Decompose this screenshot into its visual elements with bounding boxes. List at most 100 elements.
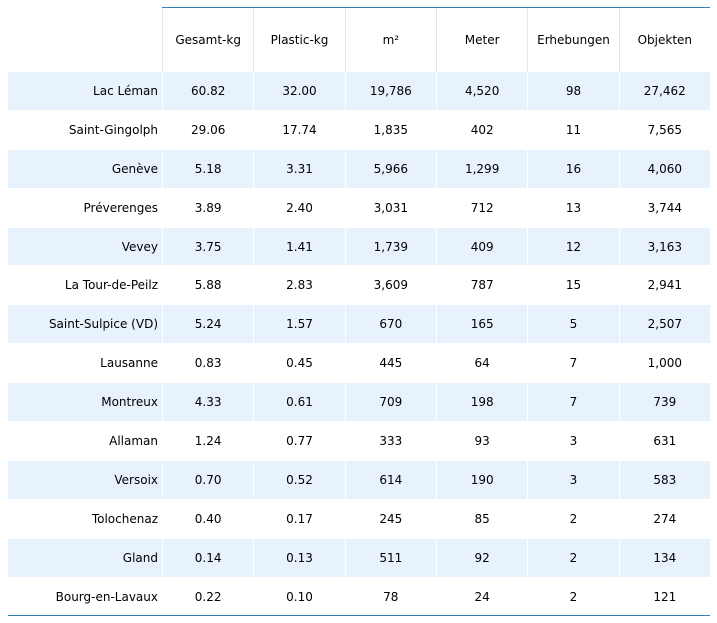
cell-meter: 198	[435, 383, 528, 423]
cell-area: 445	[344, 344, 436, 384]
cell-area: 614	[344, 460, 436, 500]
cell-erhebungen: 3	[527, 422, 619, 461]
cell-plastic-kg: 2.40	[253, 188, 345, 228]
cell-area: 511	[344, 538, 436, 578]
table-row: Gland 0.14 0.13 511 92 2 134	[8, 538, 710, 578]
table-row: Saint-Sulpice (VD) 5.24 1.57 670 165 5 2,507	[8, 305, 710, 345]
cell-plastic-kg: 17.74	[253, 110, 345, 150]
row-label: Genève	[8, 149, 162, 189]
row-label: Versoix	[8, 460, 162, 500]
table-bottom-rule	[8, 615, 710, 616]
cell-objekten: 2,941	[618, 266, 710, 306]
table-row: La Tour-de-Peilz 5.88 2.83 3,609 787 15 2,941	[8, 266, 710, 306]
cell-objekten: 134	[618, 538, 710, 578]
cell-erhebungen: 3	[527, 460, 619, 500]
cell-area: 1,835	[344, 110, 436, 150]
table-row: Tolochenaz 0.40 0.17 245 85 2 274	[8, 499, 710, 539]
header-objekten: Objekten	[618, 8, 710, 72]
row-label: Saint-Gingolph	[8, 110, 162, 150]
cell-gesamt-kg: 0.83	[162, 344, 254, 384]
cell-gesamt-kg: 5.18	[162, 149, 254, 189]
cell-meter: 4,520	[435, 72, 528, 111]
row-label: La Tour-de-Peilz	[8, 266, 162, 306]
row-label: Lausanne	[8, 344, 162, 384]
cell-plastic-kg: 0.52	[253, 460, 345, 500]
cell-meter: 64	[435, 344, 528, 384]
cell-objekten: 7,565	[618, 110, 710, 150]
cell-area: 5,966	[344, 149, 436, 189]
cell-meter: 1,299	[435, 149, 528, 189]
cell-erhebungen: 7	[527, 344, 619, 384]
table-row: Vevey 3.75 1.41 1,739 409 12 3,163	[8, 227, 710, 267]
cell-area: 333	[344, 422, 436, 461]
header-gesamt-kg: Gesamt-kg	[162, 8, 253, 72]
table-header: Gesamt-kg Plastic-kg m² Meter Erhebungen…	[8, 8, 710, 72]
header-meter: Meter	[435, 8, 527, 72]
cell-objekten: 27,462	[618, 72, 710, 111]
table-row: Saint-Gingolph 29.06 17.74 1,835 402 11 7,565	[8, 110, 710, 150]
cell-meter: 787	[435, 266, 528, 306]
cell-erhebungen: 2	[527, 499, 619, 539]
cell-erhebungen: 7	[527, 383, 619, 423]
cell-meter: 190	[435, 460, 528, 500]
cell-meter: 93	[435, 422, 528, 461]
cell-gesamt-kg: 3.75	[162, 227, 254, 267]
cell-area: 3,609	[344, 266, 436, 306]
cell-plastic-kg: 1.41	[253, 227, 345, 267]
cell-erhebungen: 5	[527, 305, 619, 345]
cell-area: 19,786	[344, 72, 436, 111]
cell-erhebungen: 16	[527, 149, 619, 189]
cell-objekten: 4,060	[618, 149, 710, 189]
cell-meter: 85	[435, 499, 528, 539]
cell-area: 670	[344, 305, 436, 345]
table-row: Allaman 1.24 0.77 333 93 3 631	[8, 422, 710, 461]
cell-gesamt-kg: 1.24	[162, 422, 254, 461]
cell-erhebungen: 15	[527, 266, 619, 306]
row-label: Lac Léman	[8, 72, 162, 111]
cell-objekten: 274	[618, 499, 710, 539]
row-label: Bourg-en-Lavaux	[8, 577, 162, 617]
cell-meter: 402	[435, 110, 528, 150]
cell-meter: 712	[435, 188, 528, 228]
table-row: Préverenges 3.89 2.40 3,031 712 13 3,744	[8, 188, 710, 228]
cell-meter: 24	[435, 577, 528, 617]
cell-erhebungen: 12	[527, 227, 619, 267]
cell-area: 245	[344, 499, 436, 539]
cell-plastic-kg: 0.10	[253, 577, 345, 617]
row-label: Saint-Sulpice (VD)	[8, 305, 162, 345]
cell-gesamt-kg: 0.70	[162, 460, 254, 500]
cell-gesamt-kg: 0.14	[162, 538, 254, 578]
cell-plastic-kg: 0.45	[253, 344, 345, 384]
row-label: Montreux	[8, 383, 162, 423]
cell-area: 709	[344, 383, 436, 423]
cell-gesamt-kg: 29.06	[162, 110, 254, 150]
cell-gesamt-kg: 3.89	[162, 188, 254, 228]
cell-erhebungen: 98	[527, 72, 619, 111]
cell-erhebungen: 2	[527, 538, 619, 578]
cell-meter: 92	[435, 538, 528, 578]
cell-plastic-kg: 3.31	[253, 149, 345, 189]
table-row: Lac Léman 60.82 32.00 19,786 4,520 98 27,462	[8, 72, 710, 111]
cell-area: 3,031	[344, 188, 436, 228]
cell-objekten: 3,163	[618, 227, 710, 267]
row-label: Gland	[8, 538, 162, 578]
cell-plastic-kg: 2.83	[253, 266, 345, 306]
cell-plastic-kg: 0.13	[253, 538, 345, 578]
cell-gesamt-kg: 5.24	[162, 305, 254, 345]
cell-objekten: 583	[618, 460, 710, 500]
header-plastic-kg: Plastic-kg	[253, 8, 344, 72]
table-row: Montreux 4.33 0.61 709 198 7 739	[8, 383, 710, 423]
table-top-rule	[162, 7, 710, 8]
table-row: Genève 5.18 3.31 5,966 1,299 16 4,060	[8, 149, 710, 189]
cell-meter: 165	[435, 305, 528, 345]
table-row: Bourg-en-Lavaux 0.22 0.10 78 24 2 121	[8, 577, 710, 617]
cell-plastic-kg: 1.57	[253, 305, 345, 345]
cell-objekten: 1,000	[618, 344, 710, 384]
cell-plastic-kg: 0.61	[253, 383, 345, 423]
cell-area: 1,739	[344, 227, 436, 267]
row-label: Vevey	[8, 227, 162, 267]
row-label: Tolochenaz	[8, 499, 162, 539]
cell-plastic-kg: 0.77	[253, 422, 345, 461]
cell-gesamt-kg: 0.40	[162, 499, 254, 539]
header-area: m²	[344, 8, 436, 72]
